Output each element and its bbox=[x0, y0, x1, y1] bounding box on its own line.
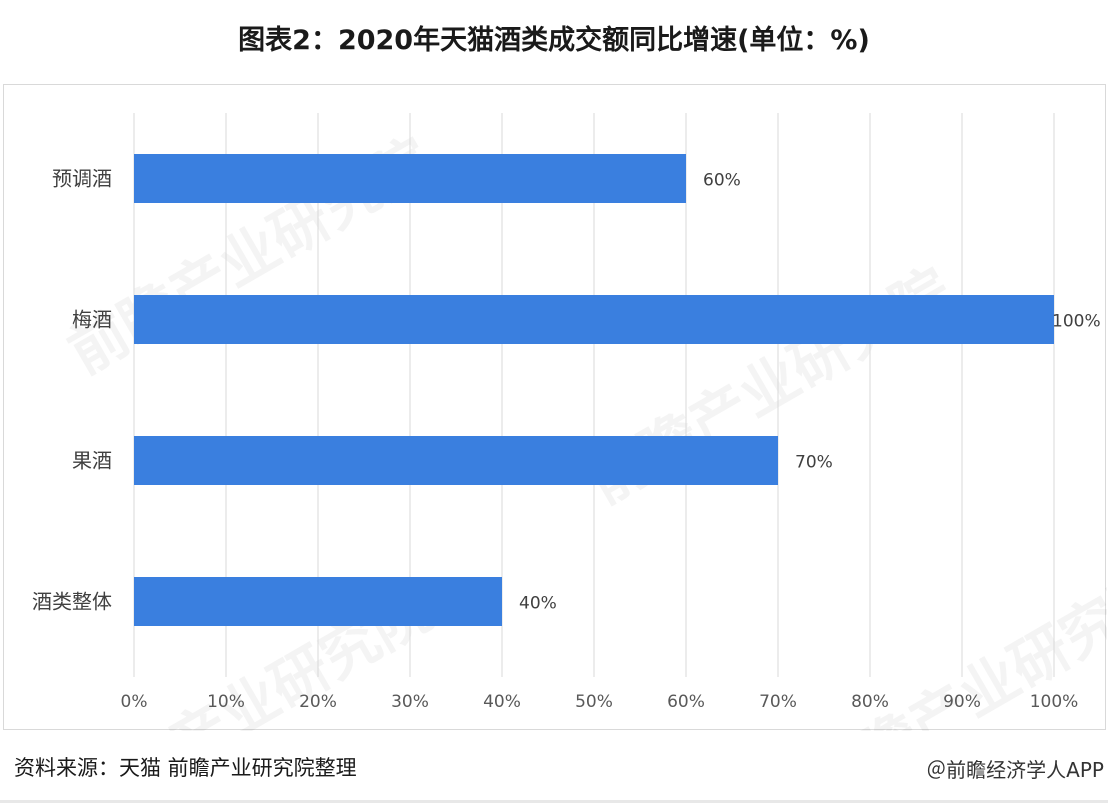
chart-title: 图表2：2020年天猫酒类成交额同比增速(单位：%) bbox=[238, 25, 870, 56]
category-label: 酒类整体 bbox=[32, 590, 112, 614]
x-tick-label: 80% bbox=[851, 692, 889, 712]
x-tick-label: 30% bbox=[391, 692, 429, 712]
bar bbox=[134, 577, 502, 626]
chart-area: 前瞻产业研究院 前瞻产业研究院 前瞻产业研究院 前瞻产业研究院 0% 10% 20% 30% 4… bbox=[3, 84, 1107, 731]
bar bbox=[134, 295, 1054, 344]
data-label: 70% bbox=[795, 453, 833, 473]
category-label: 预调酒 bbox=[52, 167, 112, 191]
data-label: 60% bbox=[703, 171, 741, 191]
credit-text: ＠前瞻经济学人APP bbox=[926, 758, 1104, 782]
bar bbox=[134, 436, 778, 485]
data-label: 100% bbox=[1052, 312, 1101, 332]
bar bbox=[134, 154, 686, 203]
bottom-divider bbox=[0, 800, 1108, 803]
x-tick-label: 10% bbox=[207, 692, 245, 712]
x-tick-label: 90% bbox=[943, 692, 981, 712]
category-label: 果酒 bbox=[72, 449, 112, 473]
x-tick-label: 70% bbox=[759, 692, 797, 712]
x-tick-label: 100% bbox=[1030, 692, 1079, 712]
category-label: 梅酒 bbox=[72, 308, 112, 332]
x-tick-label: 60% bbox=[667, 692, 705, 712]
source-note: 资料来源：天猫 前瞻产业研究院整理 bbox=[14, 756, 357, 780]
data-label: 40% bbox=[519, 594, 557, 614]
x-tick-label: 50% bbox=[575, 692, 613, 712]
x-tick-label: 40% bbox=[483, 692, 521, 712]
x-tick-label: 0% bbox=[121, 692, 148, 712]
x-tick-label: 20% bbox=[299, 692, 337, 712]
